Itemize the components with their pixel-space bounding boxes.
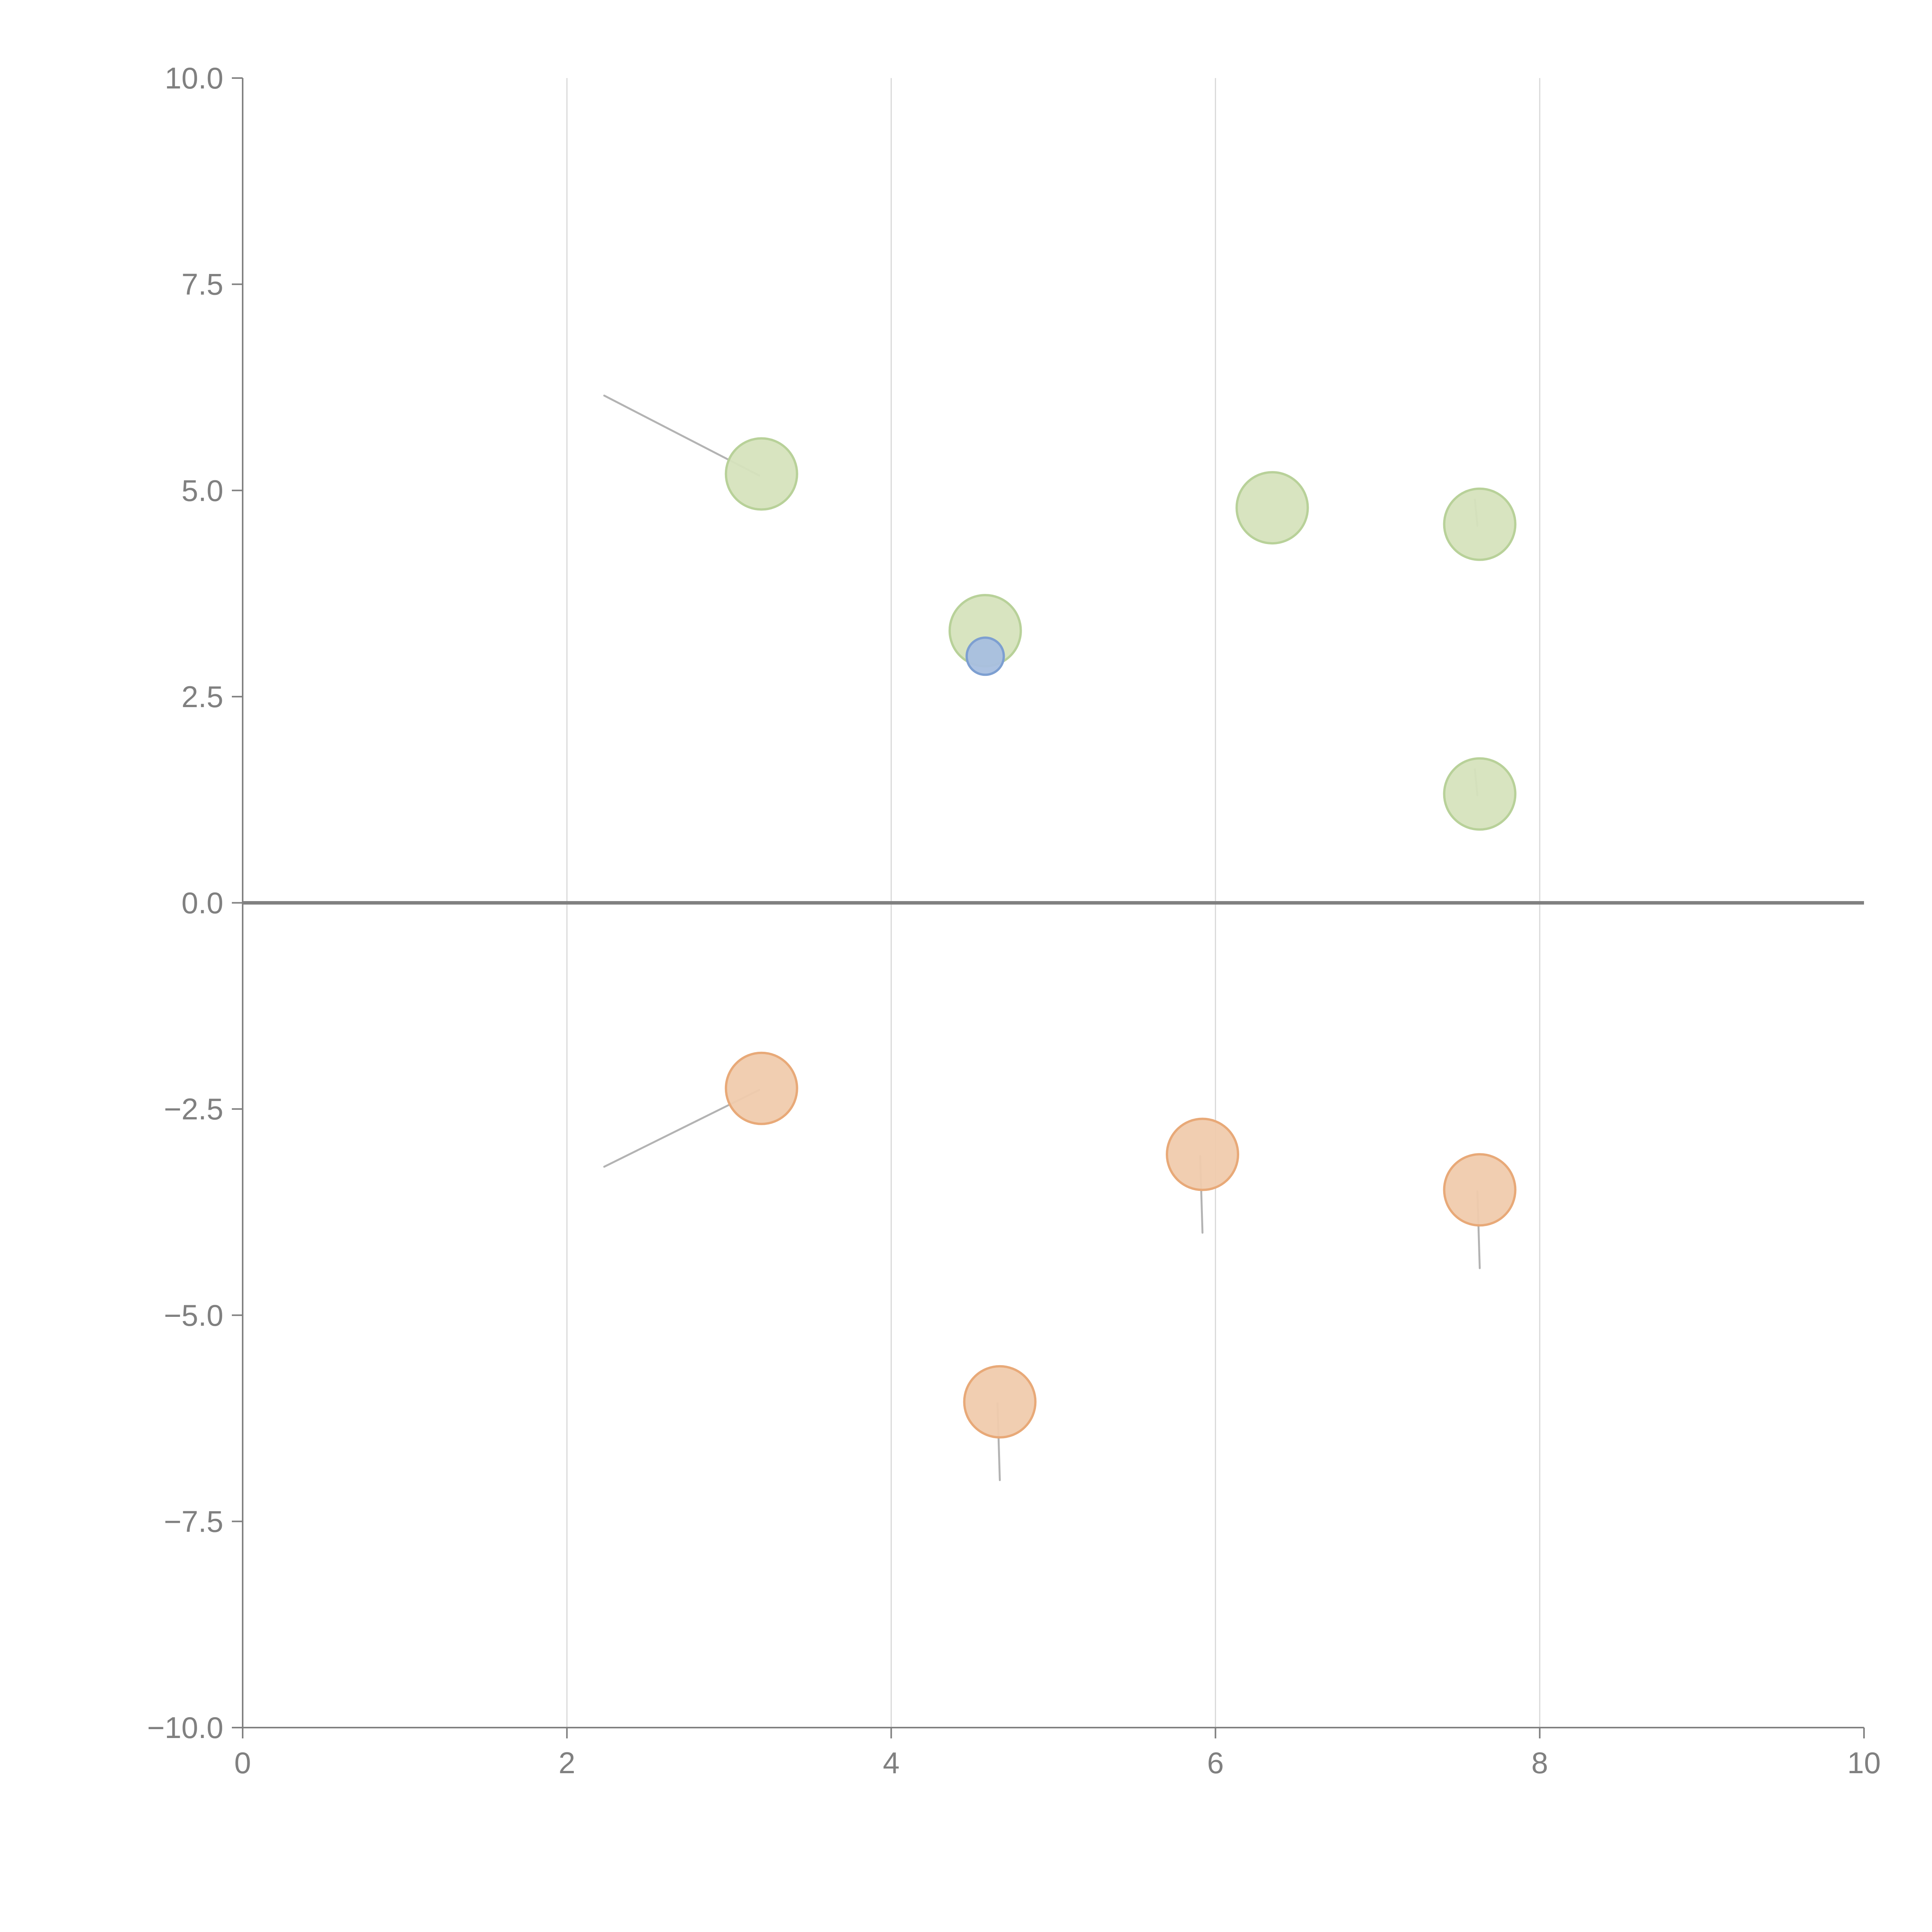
- axes-layer: [232, 77, 1865, 1738]
- y-tick-label: −5.0: [164, 1298, 223, 1332]
- leader-layer: [603, 395, 1481, 1481]
- blue-point: [965, 636, 1005, 676]
- x-tick-label: 4: [883, 1746, 900, 1780]
- y-tick-label: 5.0: [182, 473, 223, 507]
- green-point: [724, 437, 798, 511]
- orange-point: [1443, 1153, 1517, 1227]
- orange-point: [963, 1365, 1037, 1439]
- y-tick-label: −7.5: [164, 1504, 223, 1538]
- y-tick-label: 7.5: [182, 267, 223, 301]
- green-point: [1235, 471, 1309, 545]
- x-tick-label: 8: [1531, 1746, 1548, 1780]
- y-tick-label: 10.0: [165, 61, 223, 95]
- x-tick-label: 6: [1207, 1746, 1224, 1780]
- y-tick-label: 0.0: [182, 886, 223, 920]
- y-tick-label: 2.5: [182, 680, 223, 714]
- orange-point: [1166, 1117, 1240, 1191]
- x-tick-label: 10: [1847, 1746, 1881, 1780]
- orange-point: [724, 1051, 798, 1125]
- points-layer: [724, 437, 1517, 1439]
- tick-labels-layer: 10.0 7.5 5.0 2.5 0.0 −2.5 −5.0 −7.5 −10.0 0 2 4 6 8 10: [147, 61, 1881, 1780]
- green-point: [1443, 487, 1517, 561]
- x-tick-label: 0: [234, 1746, 251, 1780]
- y-tick-label: −10.0: [147, 1711, 223, 1745]
- y-tick-label: −2.5: [164, 1092, 223, 1126]
- green-point: [1443, 757, 1517, 831]
- x-tick-label: 2: [559, 1746, 575, 1780]
